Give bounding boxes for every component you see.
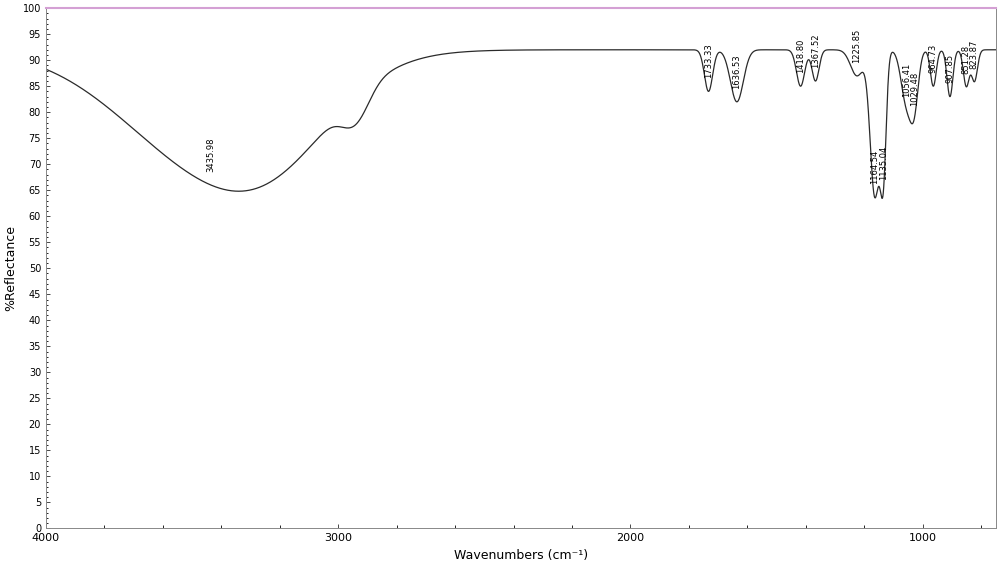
Text: 1135.04: 1135.04 (879, 145, 888, 180)
Text: 3435.98: 3435.98 (206, 138, 215, 172)
Text: 1225.85: 1225.85 (852, 29, 861, 63)
X-axis label: Wavenumbers (cm⁻¹): Wavenumbers (cm⁻¹) (454, 549, 588, 562)
Text: 1056.41: 1056.41 (902, 62, 911, 97)
Text: 851.28: 851.28 (962, 45, 971, 74)
Text: 1636.53: 1636.53 (732, 54, 741, 89)
Text: 1733.33: 1733.33 (704, 44, 713, 79)
Text: 823.87: 823.87 (970, 40, 979, 69)
Y-axis label: %Reflectance: %Reflectance (4, 225, 17, 311)
Text: 964.73: 964.73 (929, 44, 938, 73)
Text: 1418.80: 1418.80 (796, 38, 805, 73)
Text: 1029.48: 1029.48 (910, 72, 919, 106)
Text: 1164.54: 1164.54 (870, 150, 879, 185)
Text: 1367.52: 1367.52 (811, 33, 820, 68)
Text: 907.85: 907.85 (945, 54, 954, 83)
